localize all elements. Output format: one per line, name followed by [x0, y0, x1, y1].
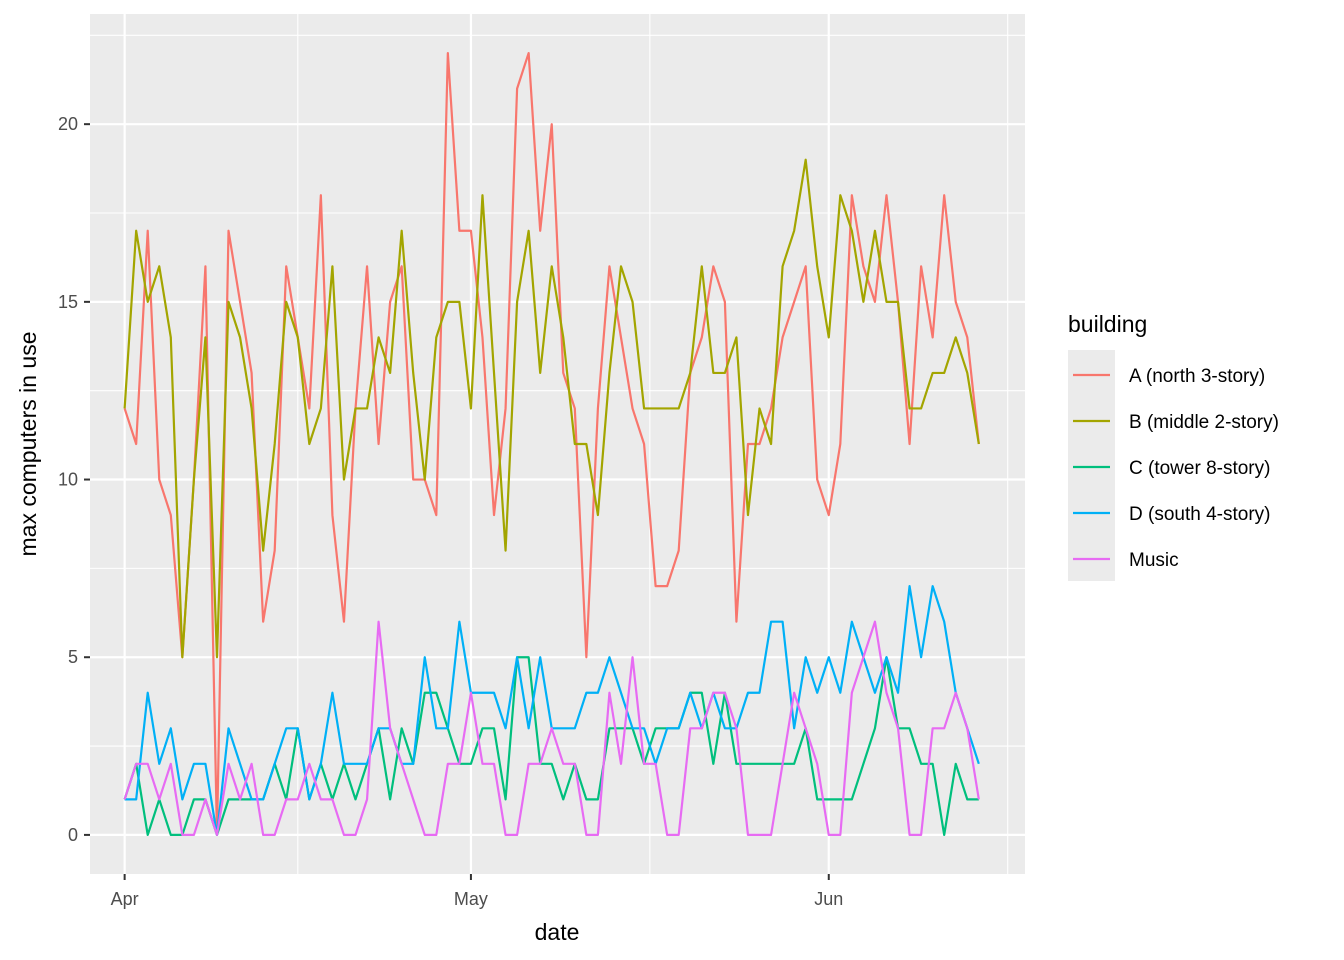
x-tick-label: Apr	[111, 889, 139, 909]
x-axis-title: date	[535, 919, 580, 945]
x-axis: Apr May Jun	[111, 874, 843, 909]
x-tick-label: May	[454, 889, 488, 909]
y-axis: 0 5 10 15 20	[58, 114, 90, 845]
legend-label: B (middle 2-story)	[1129, 412, 1279, 433]
minor-gridlines	[90, 14, 1025, 874]
plot-panel	[90, 14, 1025, 874]
x-tick-label: Jun	[814, 889, 843, 909]
series-line-b-middle-2-story	[123, 158, 980, 659]
y-tick-label: 5	[68, 647, 78, 667]
y-axis-title: max computers in use	[15, 332, 41, 557]
y-tick-label: 15	[58, 292, 78, 312]
legend-label: A (north 3-story)	[1129, 366, 1265, 387]
y-tick-label: 20	[58, 114, 78, 134]
series-line-music	[123, 620, 980, 837]
legend-title: building	[1068, 311, 1147, 337]
legend-label: C (tower 8-story)	[1129, 458, 1270, 479]
major-gridlines	[90, 14, 1025, 874]
legend-label: Music	[1129, 550, 1179, 571]
series-lines	[123, 51, 980, 837]
legend: building A (north 3-story) B (middle 2-st…	[1068, 311, 1279, 581]
y-tick-label: 0	[68, 825, 78, 845]
legend-key-background	[1068, 350, 1115, 581]
legend-items: A (north 3-story) B (middle 2-story) C (to…	[1073, 366, 1279, 571]
y-tick-label: 10	[58, 470, 78, 490]
series-line-a-north-3-story	[123, 51, 980, 837]
legend-label: D (south 4-story)	[1129, 504, 1270, 525]
